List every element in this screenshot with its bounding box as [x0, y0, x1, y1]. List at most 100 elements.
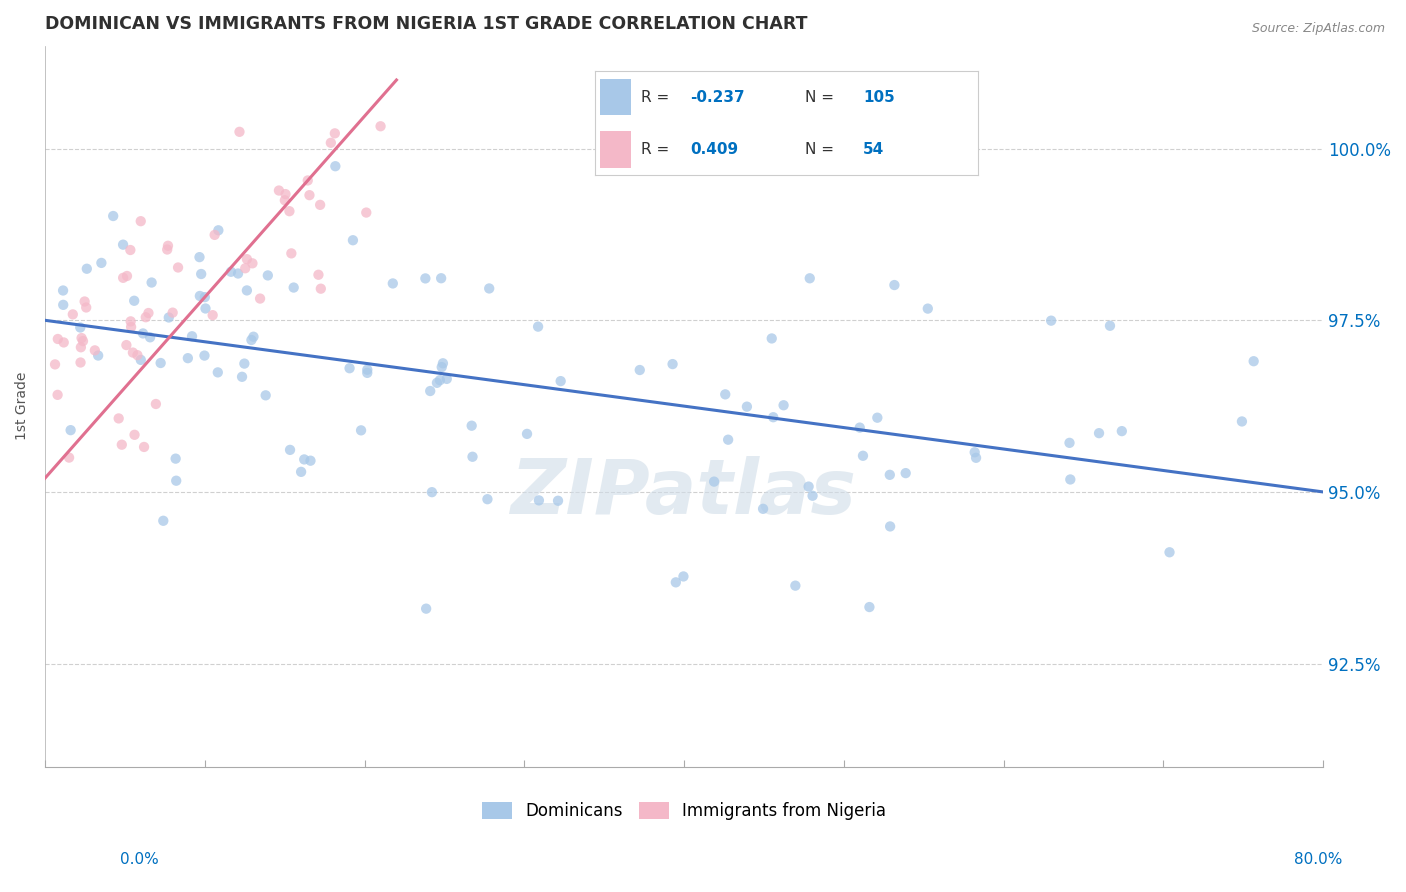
Point: [430, 360, 453, 375]
Point: [852, 449, 875, 463]
Point: [139, 330, 162, 344]
Point: [278, 204, 301, 219]
Point: [226, 267, 249, 281]
Point: [1059, 473, 1081, 487]
Point: [254, 388, 277, 402]
Point: [242, 329, 264, 343]
Point: [122, 345, 145, 359]
Point: [156, 243, 179, 257]
Point: [152, 514, 174, 528]
Point: [149, 356, 172, 370]
Point: [194, 290, 217, 304]
Point: [207, 365, 229, 379]
Point: [1159, 545, 1181, 559]
Text: ZIPatlas: ZIPatlas: [510, 456, 858, 530]
Point: [87, 349, 110, 363]
Point: [127, 348, 149, 362]
Point: [129, 352, 152, 367]
Point: [240, 333, 263, 347]
Point: [665, 575, 688, 590]
Point: [516, 426, 538, 441]
Point: [866, 410, 889, 425]
Point: [242, 256, 264, 270]
Point: [44, 358, 66, 372]
Point: [90, 256, 112, 270]
Text: DOMINICAN VS IMMIGRANTS FROM NIGERIA 1ST GRADE CORRELATION CHART: DOMINICAN VS IMMIGRANTS FROM NIGERIA 1ST…: [45, 15, 807, 33]
Point: [165, 474, 187, 488]
Point: [762, 410, 785, 425]
Point: [965, 450, 987, 465]
Point: [883, 278, 905, 293]
Point: [46, 332, 69, 346]
Point: [115, 268, 138, 283]
Point: [280, 246, 302, 260]
Point: [370, 120, 392, 134]
Point: [1243, 354, 1265, 368]
Point: [717, 433, 740, 447]
Point: [177, 351, 200, 366]
Point: [1098, 318, 1121, 333]
Point: [52, 298, 75, 312]
Point: [274, 194, 297, 208]
Point: [46, 388, 69, 402]
Y-axis label: 1st Grade: 1st Grade: [15, 372, 30, 441]
Point: [527, 319, 550, 334]
Point: [350, 423, 373, 437]
Point: [193, 349, 215, 363]
Point: [309, 282, 332, 296]
Point: [165, 451, 187, 466]
Point: [356, 205, 378, 219]
Point: [138, 306, 160, 320]
Point: [1230, 414, 1253, 428]
Point: [420, 485, 443, 500]
Point: [236, 252, 259, 267]
Point: [70, 340, 93, 354]
Point: [436, 372, 458, 386]
Point: [628, 363, 651, 377]
Point: [58, 450, 80, 465]
Point: [141, 276, 163, 290]
Point: [1088, 426, 1111, 441]
Point: [120, 314, 142, 328]
Point: [917, 301, 939, 316]
Point: [419, 384, 441, 398]
Point: [735, 400, 758, 414]
Point: [299, 453, 322, 467]
Point: [415, 271, 437, 285]
Point: [426, 376, 449, 390]
Point: [219, 265, 242, 279]
Point: [107, 411, 129, 425]
Point: [233, 357, 256, 371]
Point: [672, 569, 695, 583]
Point: [274, 187, 297, 202]
Point: [231, 369, 253, 384]
Text: 80.0%: 80.0%: [1295, 852, 1343, 867]
Point: [236, 284, 259, 298]
Point: [59, 423, 82, 437]
Point: [228, 125, 250, 139]
Point: [772, 398, 794, 412]
Point: [190, 267, 212, 281]
Point: [194, 301, 217, 316]
Point: [76, 261, 98, 276]
Point: [761, 331, 783, 345]
Point: [72, 334, 94, 348]
Point: [75, 301, 97, 315]
Point: [297, 173, 319, 187]
Text: 0.0%: 0.0%: [120, 852, 159, 867]
Point: [325, 159, 347, 173]
Point: [233, 261, 256, 276]
Point: [527, 493, 550, 508]
Point: [129, 214, 152, 228]
Point: [848, 420, 870, 434]
Point: [73, 294, 96, 309]
Point: [661, 357, 683, 371]
Point: [307, 268, 329, 282]
Point: [181, 329, 204, 343]
Point: [356, 366, 378, 380]
Text: Source: ZipAtlas.com: Source: ZipAtlas.com: [1251, 22, 1385, 36]
Point: [342, 233, 364, 247]
Point: [547, 493, 569, 508]
Point: [145, 397, 167, 411]
Point: [83, 343, 105, 358]
